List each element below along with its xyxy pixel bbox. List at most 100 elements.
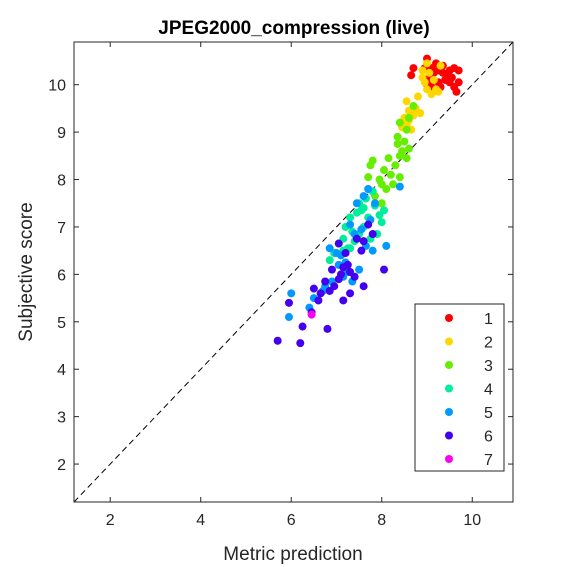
data-point-series-3 bbox=[402, 125, 411, 134]
data-point-series-4 bbox=[325, 256, 334, 265]
x-tick-label: 8 bbox=[377, 512, 386, 529]
legend-label-1: 1 bbox=[484, 311, 493, 328]
data-point-series-3 bbox=[386, 170, 395, 179]
legend-label-2: 2 bbox=[484, 335, 493, 352]
legend-marker-2 bbox=[445, 337, 453, 346]
data-point-series-5 bbox=[355, 265, 364, 274]
data-point-series-2 bbox=[429, 75, 438, 84]
data-point-series-5 bbox=[284, 313, 293, 322]
data-point-series-3 bbox=[393, 132, 402, 141]
data-point-series-6 bbox=[323, 324, 332, 333]
y-axis-label: Subjective score bbox=[16, 202, 37, 341]
data-point-series-5 bbox=[346, 220, 355, 229]
legend-marker-7 bbox=[445, 455, 453, 463]
reference-diagonal-line bbox=[73, 41, 514, 503]
data-point-series-6 bbox=[368, 230, 377, 239]
y-tick-label: 6 bbox=[57, 267, 66, 284]
data-point-series-3 bbox=[395, 173, 404, 182]
x-axis-label: Metric prediction bbox=[223, 544, 362, 565]
data-point-series-3 bbox=[393, 139, 402, 148]
legend-items: 1 2 3 4 5 6 7 bbox=[445, 311, 493, 469]
data-point-series-5 bbox=[352, 199, 361, 208]
data-point-series-5 bbox=[359, 192, 368, 201]
data-point-series-6 bbox=[334, 275, 343, 284]
data-point-series-1 bbox=[407, 71, 416, 80]
y-tick-label: 3 bbox=[57, 410, 66, 427]
data-point-series-4 bbox=[380, 206, 389, 215]
data-point-series-4 bbox=[377, 218, 386, 227]
data-point-series-6 bbox=[309, 284, 318, 293]
data-point-series-3 bbox=[402, 154, 411, 163]
x-tick-label: 2 bbox=[106, 512, 115, 529]
data-point-series-6 bbox=[357, 246, 366, 255]
data-point-series-3 bbox=[400, 137, 409, 146]
legend-marker-6 bbox=[445, 431, 453, 440]
axis-ticks: 2 4 6 8 10 2 3 4 5 6 7 8 9 10 bbox=[48, 42, 513, 529]
data-point-series-2 bbox=[425, 68, 434, 77]
data-point-series-3 bbox=[395, 118, 404, 127]
data-point-series-2 bbox=[423, 59, 432, 68]
data-point-series-6 bbox=[343, 260, 352, 269]
axes-box bbox=[73, 41, 514, 503]
chart-title: JPEG2000_compression (live) bbox=[158, 18, 429, 39]
data-point-series-5 bbox=[287, 289, 296, 298]
y-tick-label: 5 bbox=[57, 315, 66, 332]
data-point-series-1 bbox=[452, 87, 461, 96]
data-point-series-5 bbox=[357, 225, 366, 234]
x-tick-label: 10 bbox=[463, 512, 481, 529]
legend-label-7: 7 bbox=[484, 452, 493, 469]
data-point-series-3 bbox=[366, 161, 375, 170]
data-point-series-6 bbox=[296, 339, 305, 348]
data-point-series-6 bbox=[352, 234, 361, 243]
data-point-series-7 bbox=[307, 310, 316, 319]
data-point-series-4 bbox=[346, 213, 355, 222]
data-point-series-1 bbox=[454, 78, 463, 87]
data-point-series-4 bbox=[359, 203, 368, 212]
data-point-series-1 bbox=[443, 71, 452, 80]
data-point-series-6 bbox=[346, 289, 355, 298]
data-point-series-6 bbox=[350, 272, 359, 281]
data-point-series-6 bbox=[359, 237, 368, 246]
data-point-series-6 bbox=[339, 296, 348, 305]
legend-box bbox=[414, 303, 505, 472]
legend-label-5: 5 bbox=[484, 405, 493, 422]
data-point-series-3 bbox=[375, 175, 384, 184]
data-point-series-2 bbox=[402, 97, 411, 106]
data-point-series-3 bbox=[395, 151, 404, 160]
data-point-series-3 bbox=[380, 166, 389, 175]
data-point-series-5 bbox=[382, 241, 391, 250]
x-tick-label: 6 bbox=[287, 512, 296, 529]
data-point-series-6 bbox=[341, 249, 350, 258]
legend-marker-3 bbox=[445, 361, 453, 369]
data-point-series-3 bbox=[404, 113, 413, 122]
data-point-series-3 bbox=[389, 180, 398, 189]
data-point-series-2 bbox=[413, 92, 422, 101]
data-point-series-5 bbox=[370, 199, 379, 208]
data-point-series-6 bbox=[298, 322, 307, 331]
legend-marker-1 bbox=[445, 314, 453, 322]
data-point-series-1 bbox=[409, 64, 418, 73]
data-point-series-1 bbox=[454, 66, 463, 75]
legend: 1 2 3 4 5 6 7 bbox=[414, 303, 505, 472]
data-point-series-3 bbox=[364, 173, 373, 182]
legend-marker-4 bbox=[445, 384, 453, 393]
data-point-series-6 bbox=[359, 282, 368, 291]
data-point-series-3 bbox=[377, 199, 386, 208]
y-tick-label: 7 bbox=[57, 220, 66, 237]
y-tick-label: 10 bbox=[48, 78, 66, 95]
x-tick-label: 4 bbox=[196, 512, 205, 529]
data-points bbox=[273, 54, 463, 348]
data-point-series-6 bbox=[316, 289, 325, 298]
data-point-series-3 bbox=[391, 161, 400, 170]
legend-label-3: 3 bbox=[484, 358, 493, 375]
data-point-series-5 bbox=[368, 246, 377, 255]
data-point-series-1 bbox=[445, 78, 454, 87]
data-point-series-2 bbox=[416, 109, 425, 118]
data-point-series-2 bbox=[434, 87, 443, 96]
data-point-series-6 bbox=[314, 296, 323, 305]
data-point-series-3 bbox=[384, 154, 393, 163]
y-tick-label: 9 bbox=[57, 125, 66, 142]
legend-marker-5 bbox=[445, 408, 453, 416]
data-point-series-2 bbox=[423, 85, 432, 94]
